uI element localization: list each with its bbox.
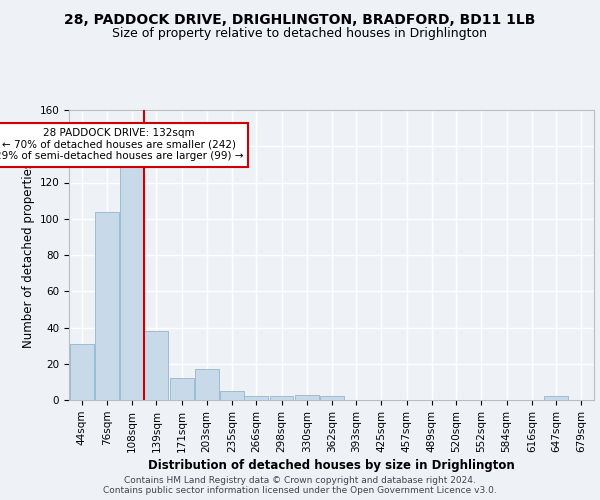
Text: 28, PADDOCK DRIVE, DRIGHLINGTON, BRADFORD, BD11 1LB: 28, PADDOCK DRIVE, DRIGHLINGTON, BRADFOR… (64, 12, 536, 26)
Bar (195, 369, 219, 400)
Bar (269, 396, 293, 400)
Bar (320, 396, 344, 400)
Bar (145, 331, 169, 400)
Bar (95, 212, 119, 400)
Bar (220, 391, 244, 400)
Text: Contains HM Land Registry data © Crown copyright and database right 2024.
Contai: Contains HM Land Registry data © Crown c… (103, 476, 497, 495)
Bar (120, 162, 144, 400)
Bar (544, 396, 568, 400)
Y-axis label: Number of detached properties: Number of detached properties (22, 162, 35, 348)
Bar (295, 394, 319, 400)
Text: 28 PADDOCK DRIVE: 132sqm
← 70% of detached houses are smaller (242)
29% of semi-: 28 PADDOCK DRIVE: 132sqm ← 70% of detach… (0, 128, 243, 162)
Bar (170, 378, 194, 400)
Text: Size of property relative to detached houses in Drighlington: Size of property relative to detached ho… (113, 28, 487, 40)
Bar (70, 344, 94, 400)
Bar (244, 396, 268, 400)
X-axis label: Distribution of detached houses by size in Drighlington: Distribution of detached houses by size … (148, 459, 515, 472)
